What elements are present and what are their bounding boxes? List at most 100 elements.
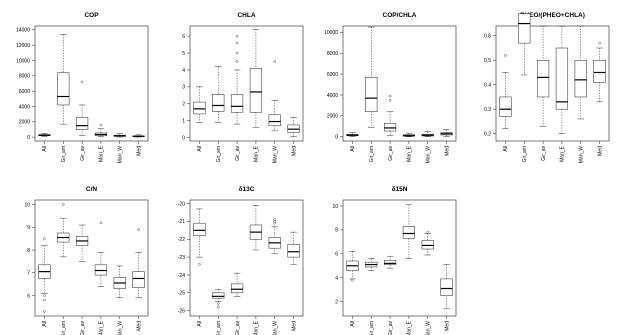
chart-15n-box-gir-am	[365, 258, 378, 271]
chart-chla-x-label-gir-av: Gir_av	[235, 146, 241, 161]
chart-chla-box-gir-am-iqr	[212, 94, 225, 112]
chart-chla-box-man-e-iqr	[249, 68, 263, 113]
chart-13c-box-all-outlier	[198, 262, 201, 266]
chart-cop-chla-y-tick-label: 2000	[327, 114, 338, 120]
chart-15n-box-med	[440, 264, 453, 310]
chart-pheo-pheo-chla-y-tick-label: 0.6	[484, 34, 491, 40]
chart-13c-title: δ13C	[239, 186, 255, 193]
chart-chla-y-tick-label: 4	[182, 68, 185, 74]
chart-c-n-box-gir-am-outlier	[61, 203, 65, 206]
chart-cop-y-tick-label: 0	[27, 135, 30, 141]
chart-cop-chla-box-gir-am	[365, 26, 378, 128]
chart-15n-box-man-e-iqr	[402, 226, 416, 239]
chart-cop-chla-box-man-w	[421, 131, 434, 137]
chart-13c-y-tick-label: -24	[178, 273, 185, 279]
chart-chla-box-med	[287, 117, 300, 138]
chart-cop-title: COP	[84, 12, 99, 19]
chart-pheo-pheo-chla-frame	[495, 25, 610, 142]
chart-c-n-y-tick-label: 10	[24, 202, 30, 208]
chart-13c-box-gir-am-outlier	[216, 302, 220, 305]
chart-pheo-pheo-chla-y-tick-label: 0.5	[484, 58, 491, 64]
chart-cop-chla-box-all	[346, 132, 359, 137]
chart-cop-chla-panel: COP/CHLA 0 2000 4000 6000 8000 10000 All Gir_am G…	[324, 12, 457, 163]
chart-13c-box-med	[287, 231, 300, 265]
chart-pheo-pheo-chla-box-med	[593, 41, 606, 103]
chart-pheo-pheo-chla-panel: PHEO/(PHEO+CHLA) 0.2 0.3 0.4 0.5 0.6 All Gir_am…	[484, 12, 610, 163]
chart-cop-chla-y-tick-label: 10000	[324, 30, 338, 36]
chart-chla-y-tick-label: 1	[182, 119, 185, 125]
chart-15n-y-tick-label: 2	[335, 299, 338, 305]
chart-cop-chla-x-label-gir-am: Gir_am	[369, 146, 375, 162]
chart-cop-chla-y-tick-label: 0	[335, 135, 338, 141]
chart-13c-box-gir-am-iqr	[212, 292, 225, 299]
chart-cop-box-gir-av-iqr	[75, 116, 89, 130]
chart-cop-chla-box-gir-av-outlier	[388, 98, 392, 102]
chart-cop-box-man-w	[113, 133, 126, 138]
chart-cop-x-label-man-w: Man_W	[118, 146, 124, 164]
chart-cop-chla-y-tick-label: 6000	[327, 72, 338, 78]
chart-15n-box-man-e	[402, 204, 416, 259]
chart-cop-chla-x-label-gir-av: Gir_av	[388, 146, 394, 161]
chart-cop-y-tick-label: 10000	[16, 58, 30, 64]
chart-13c-box-man-w-outlier	[273, 221, 277, 225]
chart-c-n-box-all-outlier	[43, 310, 46, 313]
chart-13c-x-label-gir-av: Gir_av	[235, 321, 241, 335]
chart-pheo-pheo-chla-y-tick-label: 0.3	[484, 107, 491, 113]
chart-cop-y-tick-label: 8000	[19, 74, 30, 80]
chart-chla-box-gir-am	[212, 66, 225, 123]
chart-15n-x-label-man-w: Man_W	[426, 321, 432, 335]
chart-chla-box-man-e	[249, 29, 263, 128]
chart-15n-y-tick-label: 6	[335, 252, 338, 258]
chart-c-n-panel: C/N 6 7 8 9 10 All Gir_am Gir_av Man_E Man_W Med	[24, 186, 149, 335]
chart-pheo-pheo-chla-box-gir-am	[518, 13, 531, 76]
chart-cop-chla-box-gir-av-iqr	[383, 122, 397, 132]
chart-pheo-pheo-chla-box-man-w	[574, 25, 587, 120]
chart-chla-y-tick-label: 5	[182, 51, 185, 57]
chart-cop-x-label-gir-am: Gir_am	[61, 146, 67, 162]
chart-chla-y-tick-label: 3	[182, 85, 185, 91]
chart-c-n-box-man-e-outlier	[99, 221, 103, 225]
chart-cop-box-gir-am-iqr	[57, 72, 70, 106]
chart-13c-box-all	[193, 208, 206, 266]
chart-c-n-x-label-gir-am: Gir_am	[61, 321, 67, 335]
chart-chla-box-man-w-iqr	[268, 114, 281, 127]
chart-c-n-box-man-w	[113, 265, 126, 299]
chart-cop-y-tick-label: 6000	[19, 89, 30, 95]
chart-c-n-x-label-gir-av: Gir_av	[80, 321, 86, 335]
chart-13c-box-gir-av-iqr	[230, 283, 244, 294]
chart-pheo-pheo-chla-box-man-e-iqr	[555, 47, 569, 110]
chart-pheo-pheo-chla-x-label-all: All	[503, 146, 509, 152]
chart-chla-box-man-w-outlier	[273, 60, 277, 63]
chart-cop-x-label-gir-av: Gir_av	[80, 146, 86, 161]
chart-13c-box-gir-am-outlier	[216, 305, 220, 309]
chart-13c-x-label-man-e: Man_E	[254, 320, 260, 335]
chart-13c-frame	[189, 199, 304, 317]
chart-cop-chla-x-label-all: All	[350, 146, 356, 152]
chart-c-n-box-man-e	[94, 221, 108, 287]
chart-13c-box-gir-av	[230, 272, 244, 297]
chart-c-n-x-label-man-e: Man_E	[99, 320, 105, 335]
chart-cop-chla-y-tick-label: 8000	[327, 51, 338, 57]
chart-chla-box-gir-av-outlier	[235, 60, 239, 63]
chart-c-n-box-gir-am	[57, 203, 70, 258]
chart-c-n-y-tick-label: 9	[27, 225, 30, 231]
chart-chla-box-gir-av-outlier	[235, 41, 239, 45]
chart-15n-box-all	[346, 251, 359, 282]
chart-chla-y-tick-label: 0	[182, 135, 185, 141]
chart-pheo-pheo-chla-title: PHEO/(PHEO+CHLA)	[520, 12, 585, 19]
chart-c-n-y-tick-label: 8	[27, 248, 30, 254]
chart-chla-x-label-med: Med	[291, 146, 297, 156]
chart-c-n-y-tick-label: 7	[27, 271, 30, 277]
chart-c-n-box-all	[38, 237, 51, 313]
chart-pheo-pheo-chla-box-gir-av	[536, 25, 550, 127]
chart-cop-chla-y-tick-label: 4000	[327, 93, 338, 99]
chart-cop-box-gir-av	[75, 80, 89, 136]
chart-cop-box-all	[38, 133, 51, 137]
chart-chla-x-label-all: All	[197, 146, 203, 152]
chart-13c-box-gir-am	[212, 288, 225, 309]
chart-15n-x-label-med: Med	[444, 321, 450, 331]
chart-chla-x-label-man-w: Man_W	[273, 146, 279, 164]
chart-13c-panel: δ13C -20 -21 -22 -23 -24 -25 -26 All Gir_am Gir_av…	[178, 186, 304, 335]
chart-cop-chla-x-label-man-e: Man_E	[407, 145, 413, 162]
